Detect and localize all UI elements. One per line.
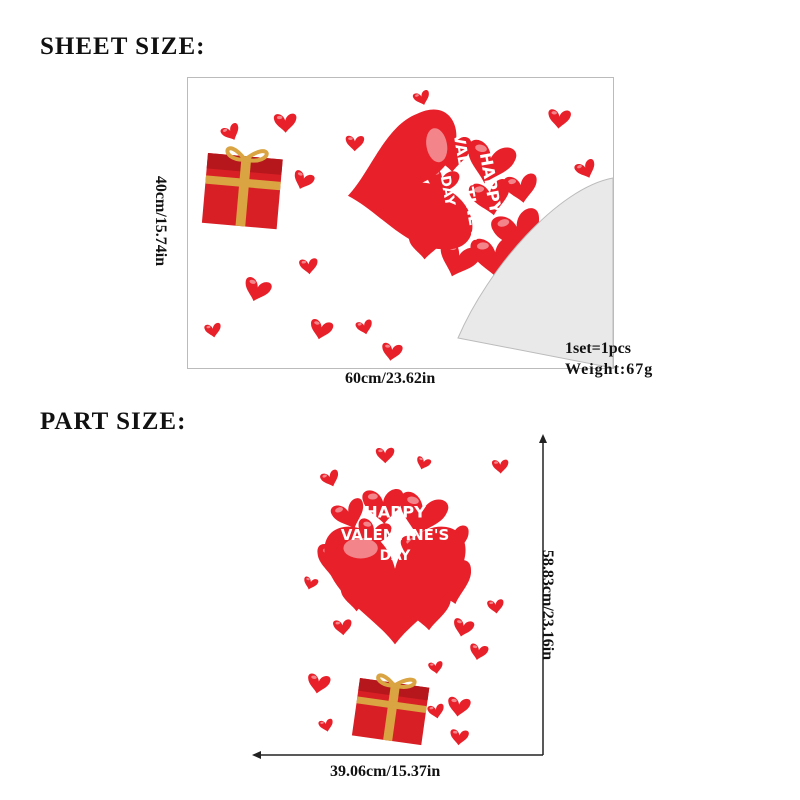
heart-icon xyxy=(347,109,473,250)
heart-icon xyxy=(574,159,595,178)
heart-icon xyxy=(417,456,432,470)
heart-icon xyxy=(308,673,331,694)
heart-icon xyxy=(548,109,571,129)
artwork-text: HAPPY xyxy=(364,503,426,522)
artwork-text: DAY xyxy=(380,548,412,564)
part-artwork: HAPPY VALENTINE'S DAY xyxy=(304,447,509,746)
heart-icon xyxy=(204,322,221,338)
heart-icon xyxy=(470,236,519,279)
heart-icon xyxy=(428,661,443,674)
heart-icon xyxy=(273,113,297,133)
heart-icon xyxy=(491,459,509,474)
artwork-text: VALENTINE'S xyxy=(341,526,450,544)
part-height-label: 58.83cm/23.16in xyxy=(539,549,557,661)
weight-label: Weight:67g xyxy=(565,361,654,378)
heart-icon xyxy=(320,469,339,487)
heart-icon xyxy=(355,319,372,335)
arrow-left-icon xyxy=(252,751,261,759)
heart-icon xyxy=(311,319,334,340)
heart-icon xyxy=(400,491,449,536)
part-size-title: PART SIZE: xyxy=(40,408,187,435)
heart-icon xyxy=(503,173,537,203)
heart-icon xyxy=(304,576,319,590)
heart-icon xyxy=(412,90,429,105)
part-width-label: 39.06cm/15.37in xyxy=(330,763,441,780)
heart-icon xyxy=(245,277,272,302)
heart-icon xyxy=(324,526,466,645)
artwork-text: DAY xyxy=(437,174,458,208)
heart-icon xyxy=(382,342,403,361)
quantity-label: 1set=1pcs xyxy=(565,340,631,357)
heart-icon xyxy=(448,696,471,717)
heart-icon xyxy=(330,498,364,529)
heart-icon xyxy=(454,618,475,637)
gift-box-icon xyxy=(351,673,430,746)
heart-icon xyxy=(468,179,510,216)
heart-icon xyxy=(220,122,239,140)
heart-icon xyxy=(375,447,395,464)
heart-icon xyxy=(299,258,318,275)
heart-icon xyxy=(470,643,489,660)
heart-icon xyxy=(362,489,404,524)
heart-icon xyxy=(333,619,352,636)
heart-icon xyxy=(450,729,469,746)
heart-icon xyxy=(294,170,315,189)
sheet-preview: HAPPY VALENTINE'S DAY xyxy=(187,77,614,369)
sheet-width-label: 60cm/23.62in xyxy=(345,370,436,387)
heart-icon xyxy=(318,718,333,732)
heart-icon xyxy=(345,135,365,152)
sheet-size-title: SHEET SIZE: xyxy=(40,33,206,60)
heart-icon xyxy=(427,703,444,719)
arrow-up-icon xyxy=(539,434,547,443)
heart-icon xyxy=(468,139,517,184)
peeled-corner xyxy=(457,177,613,368)
gift-box-icon xyxy=(201,146,283,230)
heart-icon xyxy=(487,599,504,614)
